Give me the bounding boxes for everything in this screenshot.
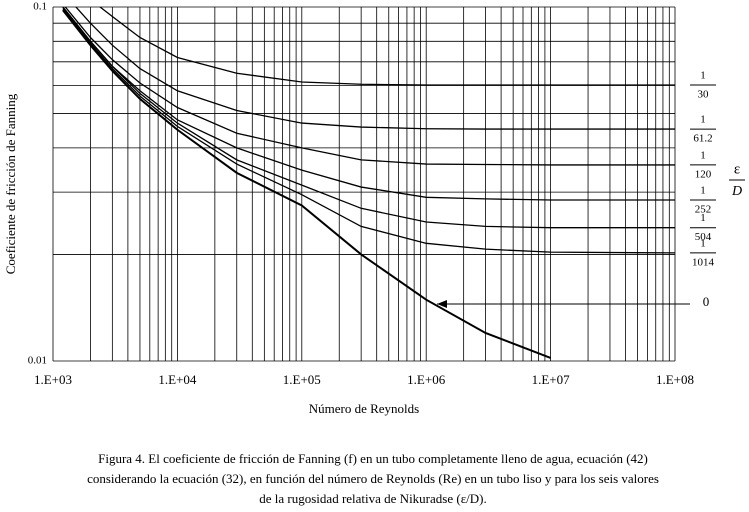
x-tick-label: 1.E+04 bbox=[158, 372, 197, 387]
y-tick-label: 0.01 bbox=[28, 355, 47, 367]
legend-title-denominator: D bbox=[731, 184, 742, 199]
legend-numerator: 1 bbox=[700, 114, 706, 126]
arrow-head bbox=[437, 300, 447, 308]
legend-numerator: 1 bbox=[700, 237, 706, 249]
x-tick-label: 1.E+06 bbox=[407, 372, 446, 387]
legend-denominator: 252 bbox=[695, 204, 712, 216]
y-axis-label: Coeficiente de fricción de Fanning bbox=[3, 93, 18, 274]
legend-denominator: 30 bbox=[698, 89, 710, 101]
caption-line: considerando la ecuación (32), en funció… bbox=[87, 471, 659, 486]
legend-numerator: 1 bbox=[700, 70, 706, 82]
legend-denominator: 61.2 bbox=[693, 133, 712, 145]
legend-denominator: 504 bbox=[695, 231, 712, 243]
curve bbox=[62, 7, 675, 201]
legend-numerator: 1 bbox=[700, 149, 706, 161]
curve bbox=[62, 8, 675, 254]
legend-denominator: 1014 bbox=[692, 256, 715, 268]
legend-denominator: 120 bbox=[695, 168, 712, 180]
caption-line: Figura 4. El coeficiente de fricción de … bbox=[98, 451, 648, 466]
plot-area bbox=[62, 7, 675, 359]
legend-label: 0 bbox=[703, 294, 710, 309]
legend-numerator: 1 bbox=[700, 212, 706, 224]
caption-line: de la rugosidad relativa de Nikuradse (ε… bbox=[259, 491, 486, 506]
curve bbox=[64, 7, 675, 166]
legend-title-numerator: ε bbox=[734, 161, 740, 177]
legend-numerator: 1 bbox=[700, 185, 706, 197]
x-axis-label: Número de Reynolds bbox=[309, 401, 419, 416]
x-tick-label: 1.E+08 bbox=[656, 372, 694, 387]
curve bbox=[99, 7, 675, 86]
y-tick-label: 0.1 bbox=[33, 1, 47, 13]
curve bbox=[75, 7, 675, 130]
curve bbox=[62, 7, 675, 229]
x-tick-label: 1.E+07 bbox=[532, 372, 571, 387]
curve bbox=[62, 9, 551, 359]
x-tick-label: 1.E+03 bbox=[34, 372, 72, 387]
x-tick-label: 1.E+05 bbox=[283, 372, 321, 387]
